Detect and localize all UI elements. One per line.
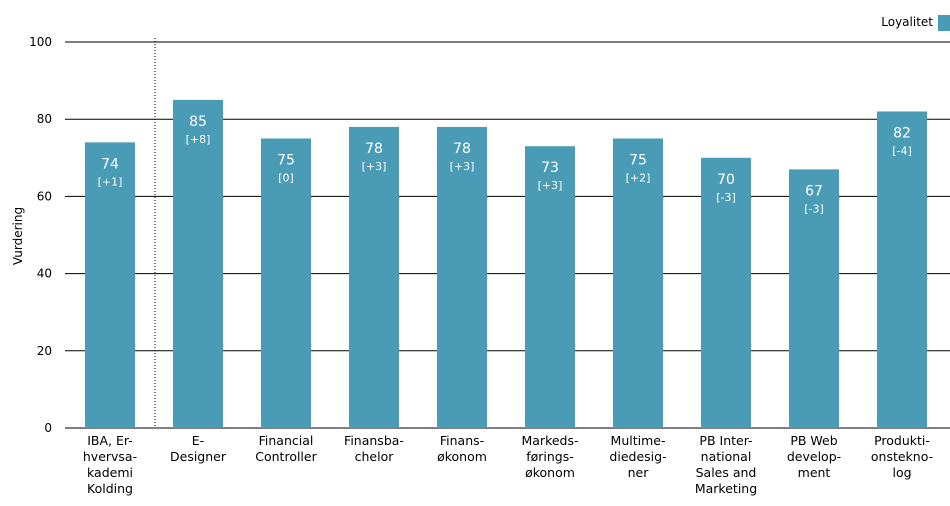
bar-value-label: 70 <box>717 172 735 188</box>
bar <box>525 146 575 428</box>
category-label-line: ment <box>798 465 831 480</box>
x-axis-categories: IBA, Er-hvervsa-kademi Kolding E-Designer F… <box>83 433 933 496</box>
bar-value-label: 75 <box>629 153 647 169</box>
category-label-line: chelor <box>355 449 395 464</box>
category-label: PB Web develop-ment <box>787 433 841 480</box>
category-label-line: Controller <box>255 449 317 464</box>
legend-label: Loyalitet <box>881 15 933 29</box>
bar-change-label: [+1] <box>98 175 123 188</box>
legend: Loyalitet <box>881 15 950 31</box>
category-label-line: log <box>892 465 911 480</box>
bar-change-label: [+3] <box>450 160 475 173</box>
bar-value-label: 85 <box>189 114 207 130</box>
category-label: IBA, Er-hvervsa-kademi Kolding <box>83 433 137 496</box>
bar <box>701 157 751 429</box>
bars <box>85 99 927 429</box>
category-label: Produkti-onstekno-log <box>871 433 933 480</box>
y-tick-label: 0 <box>44 421 52 435</box>
y-tick-label: 20 <box>37 344 52 358</box>
category-label-line: develop- <box>787 449 841 464</box>
bar <box>261 138 311 428</box>
category-label-line: E- <box>192 433 204 448</box>
bar-value-label: 67 <box>805 183 823 199</box>
bar-value-label: 78 <box>453 141 471 157</box>
category-label: E-Designer <box>170 433 227 464</box>
bar-value-label: 78 <box>365 141 383 157</box>
y-tick-label: 60 <box>37 189 52 203</box>
bar-change-label: [+2] <box>626 172 651 185</box>
category-label-line: onstekno- <box>871 449 933 464</box>
bar-change-label: [-3] <box>716 191 736 204</box>
y-axis-title: Vurdering <box>11 207 25 265</box>
category-label: PB Inter-national Sales and Marketing <box>695 433 757 496</box>
bar-change-label: [+3] <box>362 160 387 173</box>
category-label-line: Designer <box>170 449 227 464</box>
bar-change-label: [-4] <box>892 144 912 157</box>
bar-value-label: 74 <box>101 156 119 172</box>
category-label-line: Sales and <box>696 465 757 480</box>
category-label-line: Multime- <box>611 433 666 448</box>
y-tick-label: 80 <box>37 112 52 126</box>
y-tick-label: 100 <box>29 35 52 49</box>
category-label-line: Produkti- <box>874 433 930 448</box>
legend-swatch <box>938 15 950 31</box>
bar-value-label: 73 <box>541 160 559 176</box>
category-label-line: økonom <box>437 449 487 464</box>
category-label-line: økonom <box>525 465 575 480</box>
bar-value-label: 75 <box>277 153 295 169</box>
bar-change-label: [-3] <box>804 202 824 215</box>
category-label-line: national <box>701 449 752 464</box>
category-label-line: IBA, Er- <box>87 433 133 448</box>
bar-change-label: [+3] <box>538 179 563 192</box>
bar <box>789 169 839 428</box>
bar <box>349 126 399 429</box>
bar <box>85 142 135 429</box>
category-label: Markeds-førings-økonom <box>521 433 578 480</box>
bar-change-label: [0] <box>278 172 294 185</box>
category-label-line: PB Inter- <box>699 433 752 448</box>
category-label-line: Markeds- <box>521 433 578 448</box>
category-label: Multime-diedesig-ner <box>609 433 666 480</box>
category-label-line: ner <box>628 465 650 480</box>
y-axis-ticks: 0 20 40 60 80 100 <box>29 35 52 435</box>
category-label: Financial Controller <box>255 433 317 464</box>
category-label-line: kademi <box>87 465 133 480</box>
category-label-line: førings- <box>526 449 574 464</box>
bar <box>613 138 663 428</box>
bar <box>877 111 927 428</box>
category-label-line: diedesig- <box>609 449 666 464</box>
category-label-line: Kolding <box>87 481 133 496</box>
category-label: Finansba-chelor <box>344 433 404 464</box>
category-label: Finans-økonom <box>437 433 487 464</box>
bar <box>437 126 487 429</box>
category-label-line: Finans- <box>440 433 484 448</box>
bar-change-label: [+8] <box>186 133 211 146</box>
category-label-line: Finansba- <box>344 433 404 448</box>
y-tick-label: 40 <box>37 267 52 281</box>
bar <box>173 99 223 429</box>
category-label-line: Financial <box>259 433 314 448</box>
category-label-line: hvervsa- <box>83 449 137 464</box>
bar-labels: 74 [+1] 85 [+8] 75 [0] 78 [+3] 78 [+3] 73 [+3] 75 [+2… <box>98 114 912 215</box>
category-label-line: PB Web <box>790 433 837 448</box>
category-label-line: Marketing <box>695 481 757 496</box>
bar-value-label: 82 <box>893 125 911 141</box>
